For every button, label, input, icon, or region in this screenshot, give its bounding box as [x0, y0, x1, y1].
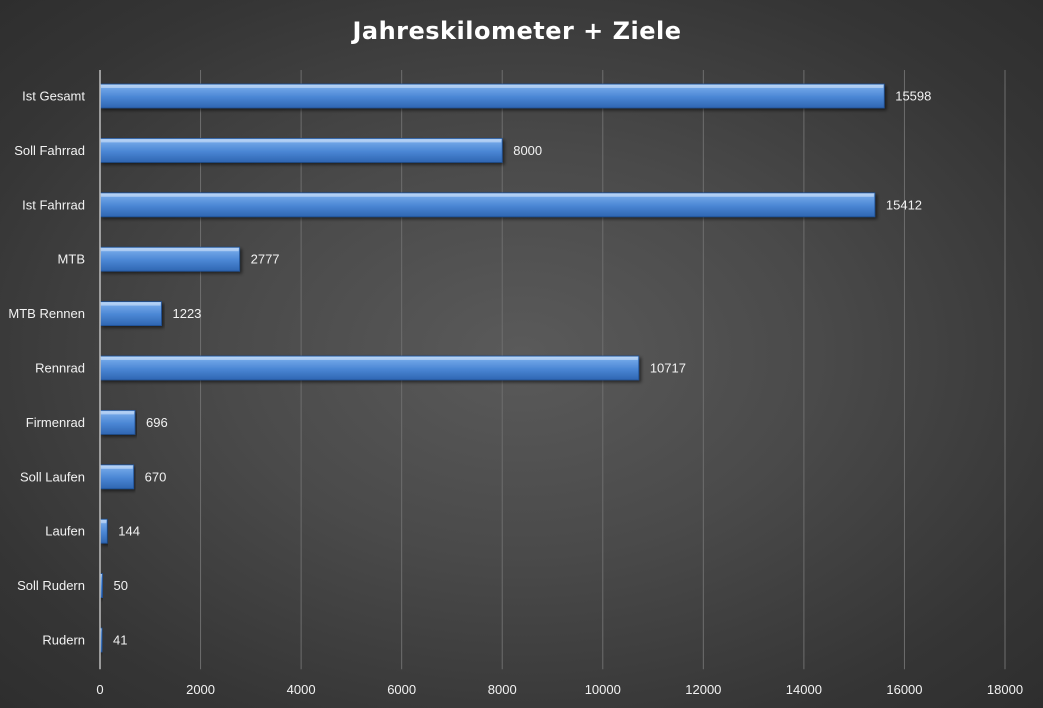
category-label: Rennrad	[35, 361, 85, 376]
x-tick-label: 0	[96, 682, 103, 697]
bar-highlight	[101, 248, 239, 252]
data-label: 670	[145, 469, 167, 484]
bar-highlight	[101, 520, 107, 524]
bar-highlight	[101, 357, 638, 360]
data-label: 8000	[513, 143, 542, 158]
bar-highlight	[101, 193, 874, 197]
x-tick-label: 18000	[987, 682, 1023, 697]
category-label: Soll Rudern	[17, 578, 85, 593]
data-label: 1223	[172, 306, 201, 321]
data-label: 10717	[650, 361, 686, 376]
x-tick-label: 16000	[886, 682, 922, 697]
category-label: Soll Laufen	[20, 469, 85, 484]
bar-highlight	[101, 302, 161, 306]
data-label: 41	[113, 633, 127, 648]
x-tick-label: 14000	[786, 682, 822, 697]
bar-highlight	[101, 85, 884, 88]
bar-highlight	[101, 465, 133, 469]
data-label: 15412	[886, 197, 922, 212]
bar-highlight	[101, 411, 134, 415]
x-tick-label: 6000	[387, 682, 416, 697]
bars	[99, 83, 885, 653]
data-label: 144	[118, 524, 140, 539]
category-label: Laufen	[45, 524, 85, 539]
x-tick-label: 4000	[287, 682, 316, 697]
data-label: 696	[146, 415, 168, 430]
data-labels: 15598 8000 15412 2777 1223 10717 696 670 144 50 41	[113, 89, 931, 648]
category-label: Soll Fahrrad	[14, 143, 85, 158]
x-tick-labels: 0 2000 4000 6000 8000 10000 12000 14000 16000 180…	[96, 682, 1023, 697]
data-label: 50	[114, 578, 128, 593]
bar-highlight	[101, 139, 502, 143]
category-label: MTB Rennen	[8, 306, 85, 321]
x-tick-label: 12000	[685, 682, 721, 697]
data-label: 15598	[895, 89, 931, 104]
category-label: Rudern	[42, 633, 85, 648]
category-labels: Ist Gesamt Soll Fahrrad Ist Fahrrad MTB MTB …	[8, 89, 85, 648]
category-label: MTB	[58, 252, 85, 267]
x-tick-label: 2000	[186, 682, 215, 697]
category-label: Firmenrad	[26, 415, 85, 430]
category-label: Ist Fahrrad	[22, 197, 85, 212]
x-tick-label: 10000	[585, 682, 621, 697]
category-label: Ist Gesamt	[22, 89, 85, 104]
x-tick-label: 8000	[488, 682, 517, 697]
chart-title: Jahreskilometer + Ziele	[350, 17, 681, 45]
data-label: 2777	[251, 252, 280, 267]
